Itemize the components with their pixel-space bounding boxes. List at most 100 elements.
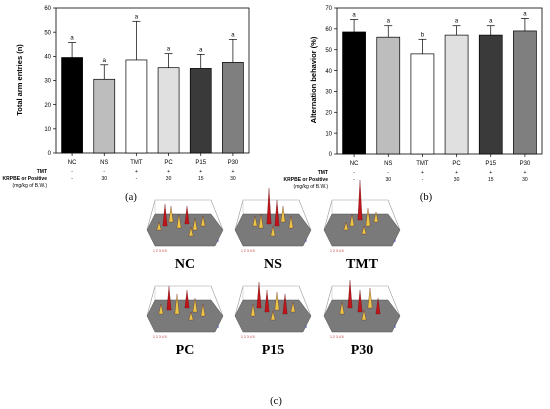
track-peak (250, 303, 256, 317)
y-tick-label: 50 (44, 30, 51, 36)
significance-letter-TMT: a (135, 14, 139, 20)
significance-letter-NS: a (103, 58, 107, 64)
y-tick-label: 20 (44, 103, 51, 109)
x-tick-label-TMT: TMT (416, 161, 429, 167)
track-label-nc: NC (175, 257, 195, 272)
track-box-frame (323, 285, 401, 317)
chart-a-x-axis: NC NS TMT PC P15 P30 (68, 153, 239, 166)
y-tick-label: 60 (44, 6, 51, 12)
condition-value: 30 (454, 177, 460, 183)
chart-a-y-axis: 0 10 20 30 40 50 60 (44, 6, 56, 157)
track-peak (200, 215, 206, 227)
bar-TMT (125, 59, 148, 154)
significance-letter-NS: a (387, 19, 391, 25)
condition-row-label: (mg/kg of B.W.) (294, 184, 329, 190)
track-peak (252, 215, 258, 227)
significance-letter-NC: a (352, 12, 356, 18)
track-floor (323, 299, 401, 333)
track-label-ns: NS (264, 257, 282, 272)
track-peak (290, 301, 296, 313)
track-floor (323, 213, 401, 247)
track-label-tmt: TMT (346, 257, 379, 272)
bar-NS (376, 36, 401, 155)
track-peak (339, 301, 345, 315)
track-peak (168, 205, 174, 223)
track-peak (343, 221, 349, 231)
chart-b-y-axis: 0 10 20 30 40 50 60 70 (325, 6, 337, 158)
track-peak (280, 205, 286, 223)
x-tick-label-NC: NC (68, 160, 77, 166)
y-tick-label: 60 (325, 27, 332, 33)
significance-letter-PC: a (455, 19, 459, 25)
chart-b-x-axis: NC NS TMT PC P15 P30 (350, 154, 531, 167)
x-tick-label-P30: P30 (228, 160, 239, 166)
y-tick-label: 30 (325, 90, 332, 96)
condition-value: + (135, 169, 138, 175)
y-tick-label: 20 (325, 110, 332, 116)
condition-value: 30 (101, 176, 107, 182)
track-peak (361, 309, 367, 321)
bar-PC (444, 34, 469, 155)
condition-value: 30 (166, 176, 172, 182)
x-tick-label-NS: NS (100, 160, 108, 166)
condition-value: + (199, 169, 202, 175)
chart-b-frame (336, 7, 543, 155)
x-tick-label-PC: PC (452, 161, 461, 167)
track-peak (176, 213, 182, 229)
track-peak (174, 293, 180, 315)
condition-value: 30 (230, 176, 236, 182)
track-axis-marks: 5 (305, 239, 307, 243)
bar-P15 (478, 34, 503, 155)
x-tick-label-P15: P15 (485, 161, 496, 167)
track-peak (367, 287, 373, 309)
y-tick-label: 40 (325, 69, 332, 75)
track-peak (184, 289, 190, 309)
track-axis-marks: 1 2 3 4 5 (241, 249, 255, 253)
track-label-p15: P15 (262, 343, 285, 358)
track-axis-marks: 5 (305, 325, 307, 329)
y-tick-label: 30 (44, 79, 51, 85)
condition-value: 15 (488, 177, 494, 183)
track-label-pc: PC (176, 343, 195, 358)
track-plot-nc: 1 2 3 4 5 5 NC (146, 199, 224, 272)
track-peak (156, 221, 162, 231)
y-tick-label: 0 (48, 151, 52, 157)
significance-letter-PC: a (167, 47, 171, 53)
track-floor (146, 299, 224, 333)
bar-P15 (189, 68, 212, 154)
significance-letter-P30: a (523, 11, 527, 17)
track-peak (361, 225, 367, 235)
condition-value: - (71, 169, 73, 175)
track-label-p30: P30 (351, 343, 374, 358)
track-plot-tmt: 1 2 3 4 5 5 TMT (323, 179, 401, 272)
track-peak (270, 310, 276, 321)
track-peak (184, 205, 190, 225)
x-tick-label-PC: PC (164, 160, 173, 166)
chart-b-bars: a a b a a a (342, 11, 537, 155)
track-peak (166, 285, 172, 311)
track-peak (357, 179, 363, 221)
track-peak (188, 311, 194, 321)
y-tick-label: 70 (325, 6, 332, 12)
chart-b: Alternation behavior (%) 0 10 20 30 40 50 60 70… (284, 6, 543, 203)
condition-value: - (422, 177, 424, 183)
condition-value: - (71, 176, 73, 182)
bar-TMT (410, 53, 435, 155)
track-peak (274, 199, 280, 227)
track-plot-p30: 1 2 3 4 5 5 P30 (323, 279, 401, 358)
condition-value: + (231, 169, 234, 175)
track-peak (375, 297, 381, 315)
significance-letter-P30: a (231, 32, 235, 38)
bar-NC (342, 31, 366, 155)
track-plot-ns: 1 2 3 4 5 5 NS (234, 187, 312, 272)
track-axis-marks: 5 (217, 325, 219, 329)
condition-value: 30 (522, 177, 528, 183)
condition-value: - (353, 177, 355, 183)
track-axis-marks: 1 2 3 4 5 (241, 335, 255, 339)
track-peak (192, 297, 198, 313)
track-peak (365, 207, 371, 227)
condition-value: + (421, 170, 424, 176)
track-axis-marks: 5 (394, 239, 396, 243)
